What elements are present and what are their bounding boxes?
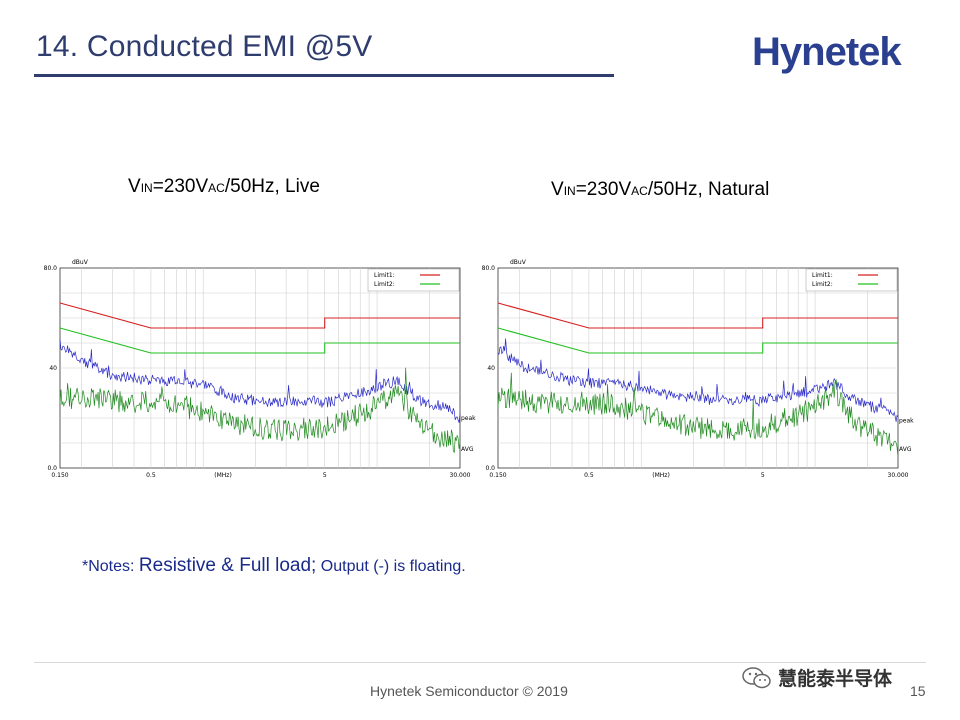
watermark-text: 慧能泰半导体: [778, 668, 893, 690]
emi-chart-live: 80.0 40 0.0 dBuV 0.150 0.5 (MHz) 5 30.000 Limit1:…: [44, 259, 477, 479]
x-tick-label: 30.000: [450, 472, 471, 479]
y-tick-label: 80.0: [44, 265, 58, 272]
title-rest: /50Hz, Live: [224, 176, 320, 197]
title-in-sub: IN: [140, 181, 153, 195]
company-logo: Hynetek: [752, 30, 902, 74]
chart-title-live: VIN=230VAC/50Hz, Live: [128, 176, 320, 198]
title-mid: =230V: [152, 176, 209, 197]
legend: Limit1: Limit2:: [367, 268, 460, 292]
title-mid: =230V: [575, 179, 632, 200]
page-title: 14. Conducted EMI @5V: [36, 30, 373, 63]
x-tick-label: 0.5: [146, 472, 156, 479]
y-tick-label: 40: [49, 365, 57, 372]
title-v: V: [551, 179, 564, 200]
x-tick-label: 5: [761, 472, 765, 479]
emi-chart-natural: 80.0 40 0.0 dBuV 0.150 0.5 (MHz) 5 30.000 Limit1:…: [482, 259, 915, 479]
limit-line-limit1: [59, 302, 460, 329]
notes-main: Resistive & Full load;: [138, 555, 317, 576]
title-in-sub: IN: [563, 184, 576, 198]
trace-avg: [59, 367, 461, 454]
limit-line-limit2: [497, 327, 898, 354]
trace-peak: [59, 339, 461, 423]
y-tick-label: 0.0: [485, 465, 495, 472]
legend-label: Limit1:: [812, 272, 833, 279]
limit-line-limit1: [497, 302, 898, 329]
x-tick-label: (MHz): [214, 472, 232, 479]
trace-label-peak: peak: [461, 415, 476, 422]
title-ac-sub: AC: [208, 181, 225, 195]
legend-label: Limit2:: [812, 281, 833, 288]
notes-prefix: *Notes:: [82, 558, 139, 575]
trace-peak: [497, 338, 899, 422]
notes-suffix: Output (-) is floating.: [316, 558, 466, 575]
notes-text: *Notes: Resistive & Full load; Output (-…: [82, 555, 466, 577]
title-rest: /50Hz, Natural: [647, 179, 770, 200]
x-tick-label: (MHz): [652, 472, 670, 479]
y-unit-label: dBuV: [510, 259, 527, 266]
x-tick-label: 0.150: [51, 472, 68, 479]
y-tick-label: 80.0: [482, 265, 496, 272]
trace-label-peak: peak: [899, 418, 914, 425]
title-v: V: [128, 176, 141, 197]
wechat-watermark: 慧能泰半导体: [742, 664, 892, 691]
legend-label: Limit2:: [374, 281, 395, 288]
x-tick-label: 5: [323, 472, 327, 479]
x-tick-label: 0.150: [489, 472, 506, 479]
y-unit-label: dBuV: [72, 259, 89, 266]
footer-copyright: Hynetek Semiconductor © 2019: [370, 683, 568, 699]
page-number: 15: [910, 683, 926, 699]
trace-avg: [497, 372, 899, 457]
footer-divider: [34, 662, 926, 663]
limit-line-limit2: [59, 327, 460, 354]
trace-label-avg: AVG: [899, 446, 912, 453]
title-underline: [34, 74, 614, 77]
x-tick-label: 0.5: [584, 472, 594, 479]
legend: Limit1: Limit2:: [805, 268, 898, 292]
title-ac-sub: AC: [631, 184, 648, 198]
chart-title-natural: VIN=230VAC/50Hz, Natural: [551, 179, 769, 201]
legend-label: Limit1:: [374, 272, 395, 279]
trace-label-avg: AVG: [461, 446, 474, 453]
y-tick-label: 0.0: [47, 465, 57, 472]
wechat-icon: [742, 666, 771, 688]
x-tick-label: 30.000: [888, 472, 909, 479]
y-tick-label: 40: [487, 365, 495, 372]
